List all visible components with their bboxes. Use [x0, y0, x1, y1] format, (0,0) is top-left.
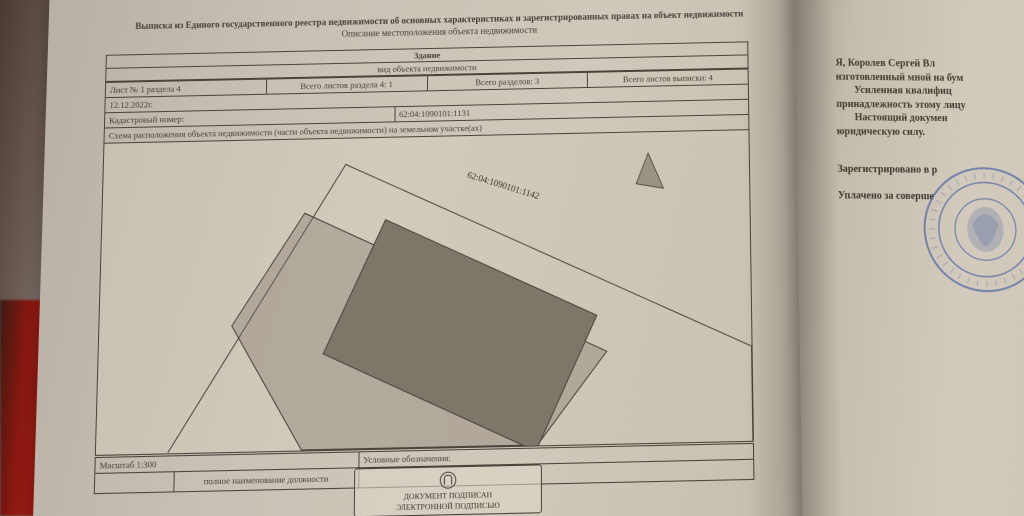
- svg-text:62:04:1090101:1142: 62:04:1090101:1142: [466, 169, 541, 201]
- document-title: Выписка из Единого государственного реес…: [128, 7, 750, 44]
- emblem-icon: [440, 471, 457, 488]
- notary-stamp: [918, 162, 1024, 297]
- sig-line-2: ЭЛЕКТРОННОЙ ПОДПИСЬЮ: [396, 500, 500, 512]
- notary-paragraph: Я, Королев Сергей Вл изготовленный мной …: [835, 56, 1024, 140]
- scene: Раздел 4 Лист 4 Выписка из Единого госуд…: [0, 0, 1024, 516]
- notary-paid: Уплачено за соверше: [838, 190, 934, 202]
- document-page-left: Раздел 4 Лист 4 Выписка из Единого госуд…: [32, 0, 820, 516]
- notary-registered: Зарегистрировано в р: [837, 164, 937, 176]
- location-scheme: 62:04:1090101:1142: [95, 129, 754, 456]
- position-label: полное наименование должности: [173, 468, 358, 492]
- sig-line-1: ДОКУМЕНТ ПОДПИСАН: [404, 489, 493, 500]
- document-page-right: Я, Королев Сергей Вл изготовленный мной …: [794, 0, 1024, 516]
- scheme-svg: 62:04:1090101:1142: [96, 130, 753, 455]
- notary-l6: юридическую силу.: [837, 125, 1024, 141]
- digital-signature-box: ДОКУМЕНТ ПОДПИСАН ЭЛЕКТРОННОЙ ПОДПИСЬЮ: [354, 464, 542, 516]
